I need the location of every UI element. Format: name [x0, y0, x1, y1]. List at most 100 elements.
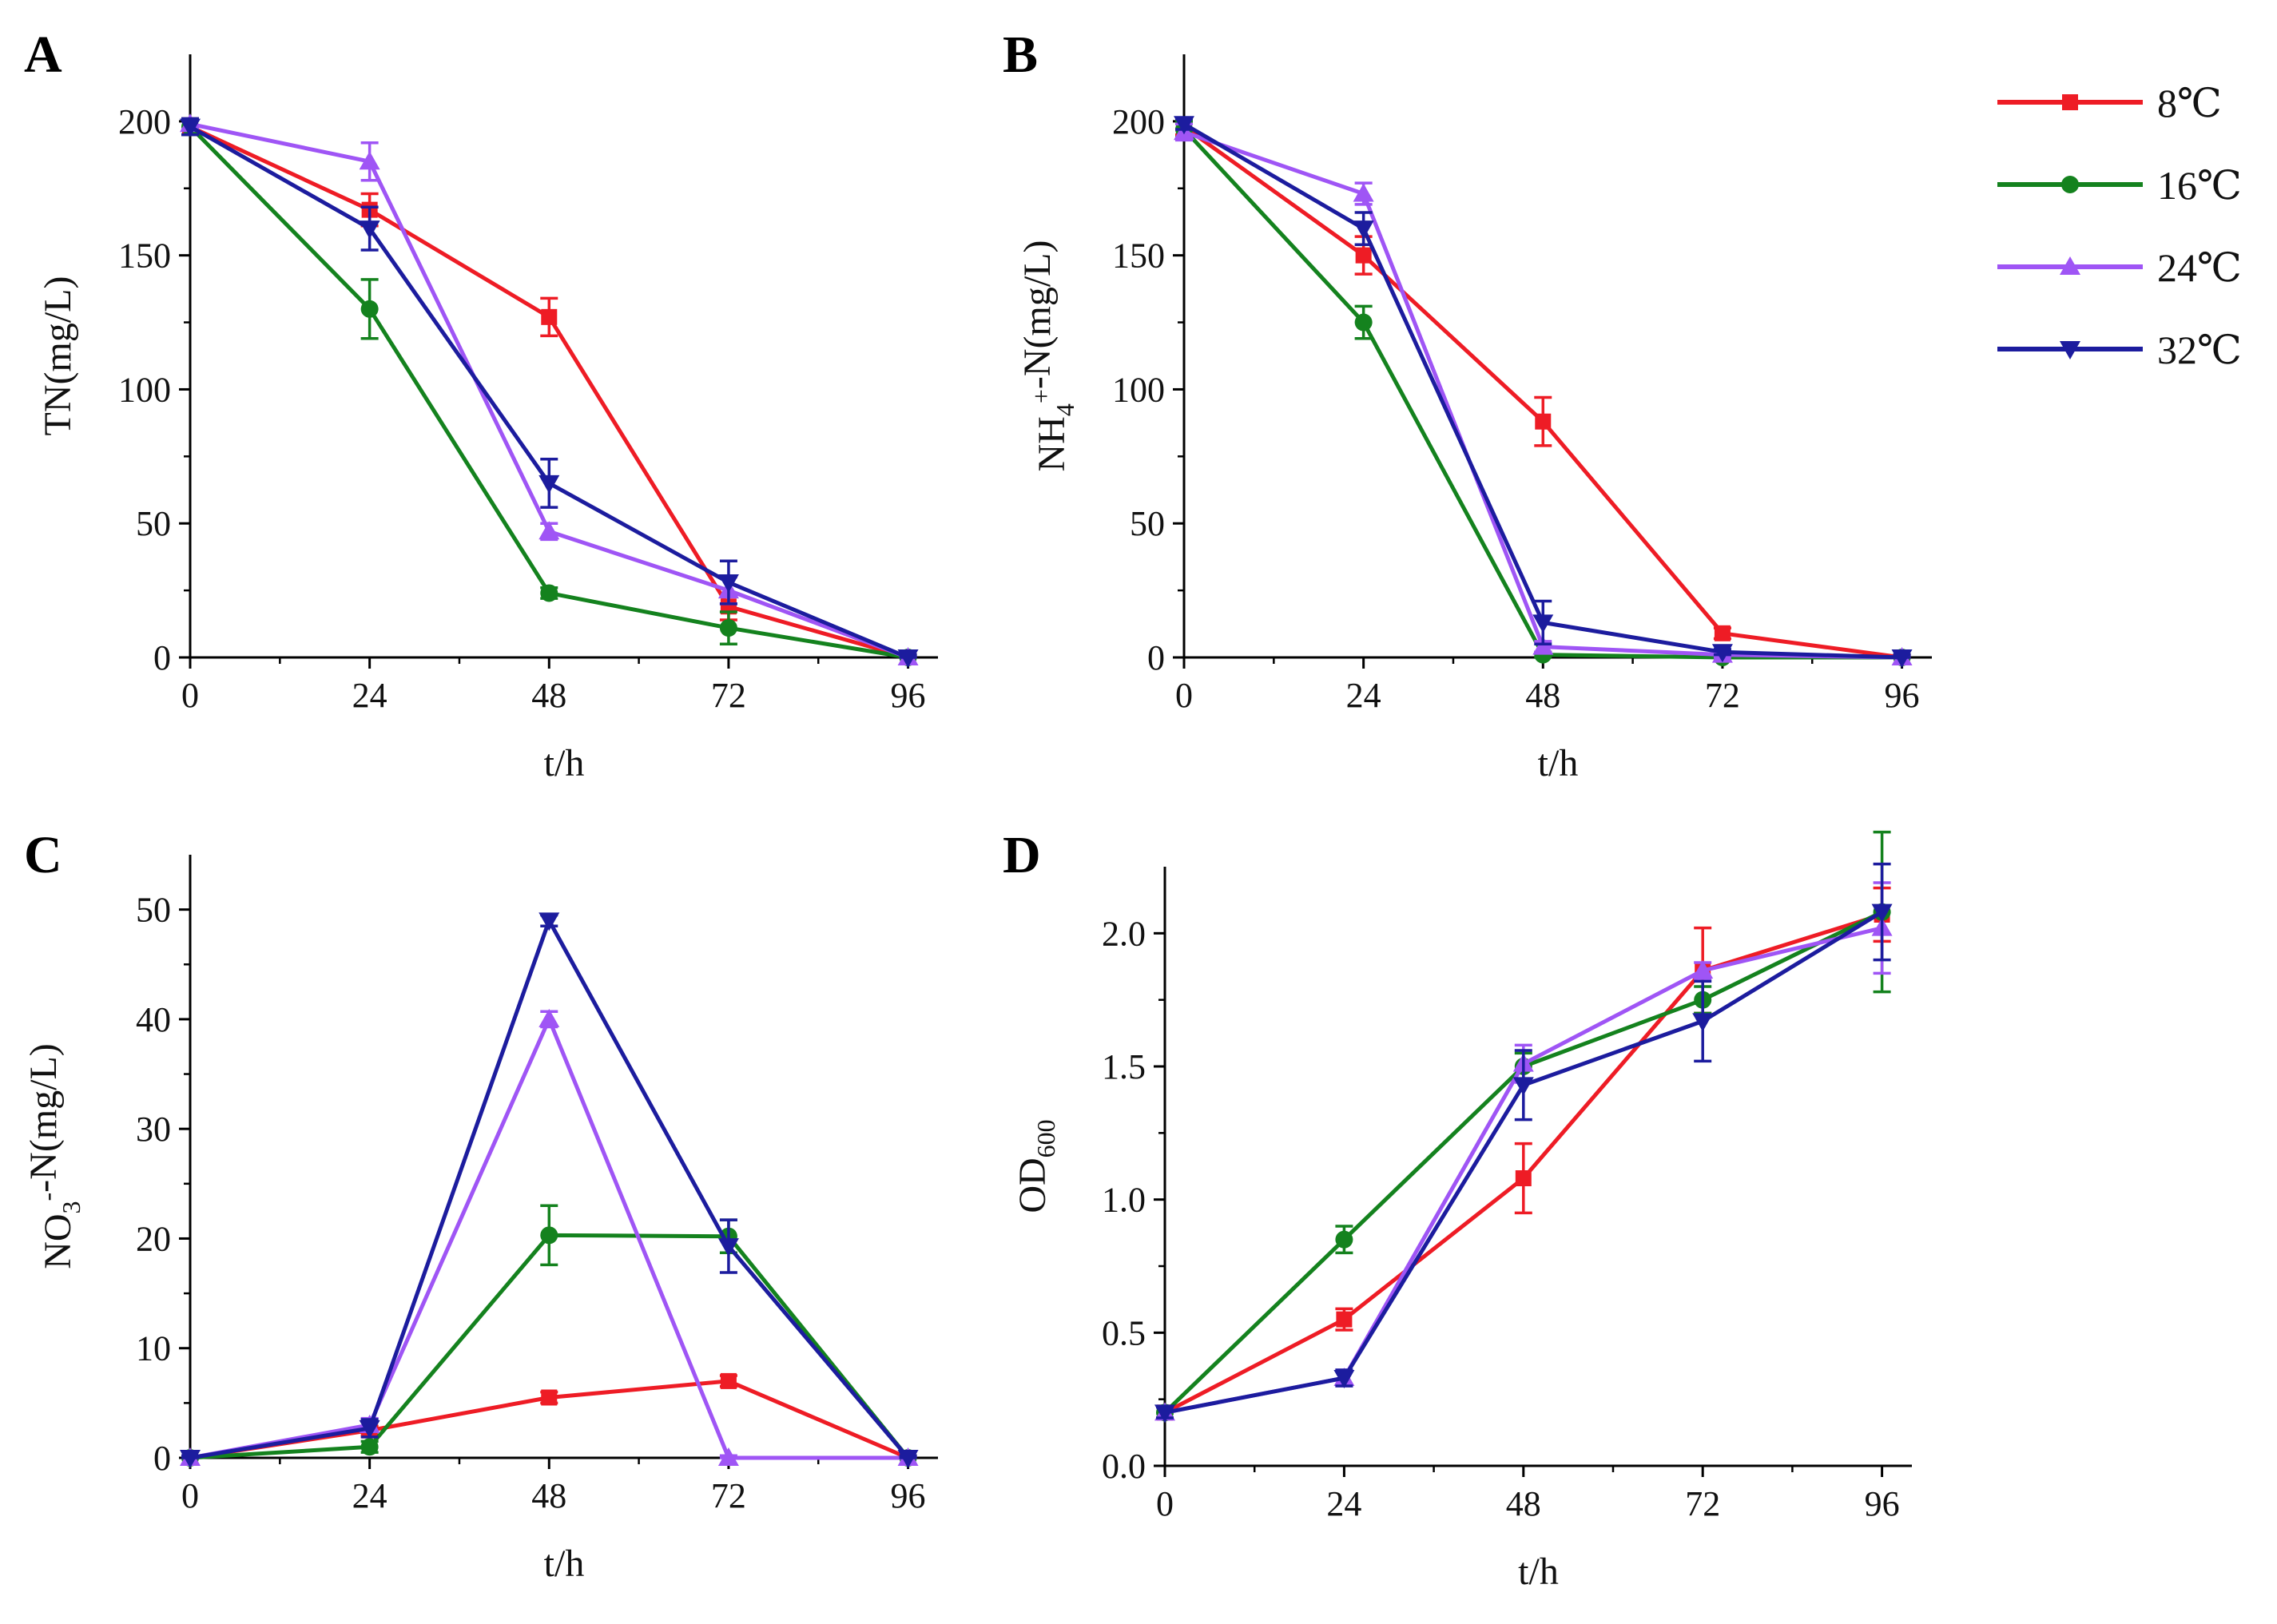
y-axis-label: OD600	[1011, 1119, 1060, 1213]
data-point	[180, 1450, 201, 1468]
x-axis-label: t/h	[544, 742, 585, 784]
y-axis-label-part: -N(mg/L)	[22, 1043, 65, 1193]
panel-letter-d: D	[1003, 826, 1041, 884]
y-tick-label: 2.0	[1102, 914, 1146, 953]
data-point	[538, 474, 560, 494]
series-8c	[181, 117, 917, 665]
legend-marker	[2060, 256, 2080, 275]
x-tick-label: 96	[891, 676, 926, 715]
y-tick-label: 0.0	[1102, 1447, 1146, 1486]
y-axis-label: TN(mg/L)	[37, 276, 79, 436]
data-point	[1333, 1370, 1355, 1388]
data-point	[541, 1389, 558, 1406]
data-point	[359, 151, 380, 170]
y-axis-label-part: NH	[1031, 416, 1073, 471]
x-tick-label: 24	[1346, 676, 1381, 715]
panel-letter-b: B	[1003, 26, 1038, 84]
data-point	[1532, 614, 1554, 633]
legend-item: 32℃	[1997, 328, 2242, 372]
panel-letter-c: C	[24, 826, 62, 884]
y-axis-label-part: TN(mg/L)	[37, 276, 79, 436]
data-point	[1355, 247, 1372, 264]
data-point	[538, 912, 560, 931]
series-32c	[180, 117, 919, 668]
series-24c	[180, 113, 919, 665]
y-axis-label: NO3--N(mg/L)	[22, 1043, 85, 1269]
series-24c	[1174, 121, 1913, 665]
legend-marker	[2062, 94, 2078, 110]
data-point	[1711, 644, 1733, 663]
data-point	[1353, 220, 1374, 240]
data-point	[1891, 649, 1913, 668]
x-tick-label: 0	[1156, 1484, 1174, 1523]
data-point	[180, 118, 201, 137]
panel-letter-a: A	[24, 26, 62, 84]
data-point	[717, 1238, 739, 1257]
y-axis-label-part: 3	[57, 1201, 85, 1213]
series-line	[1182, 128, 1902, 660]
legend: 8℃ 16℃ 24℃ 32℃	[1997, 81, 2242, 372]
x-tick-label: 48	[1525, 676, 1560, 715]
chart-panel-c: 0 24 48 72 96 0 10 20 30 40 50 t/h NO3--N(mg/L)	[22, 855, 938, 1585]
series-32c	[180, 912, 919, 1468]
x-axis-label: t/h	[544, 1543, 585, 1585]
y-axis-label-part: OD	[1011, 1157, 1054, 1213]
chart-panel-a: 0 24 48 72 96 0 50 100 150 200 t/h TN(mg/L)	[37, 54, 938, 784]
x-tick-label: 24	[352, 676, 387, 715]
x-axis-label: t/h	[1538, 742, 1579, 784]
x-tick-label: 24	[1326, 1484, 1361, 1523]
y-tick-label: 1.5	[1102, 1047, 1146, 1086]
chart-panel-d: 0 24 48 72 96 0.0 0.5 1.0 1.5 2.0 t/h OD600	[1011, 830, 1912, 1593]
data-point	[719, 619, 737, 637]
series-line	[189, 1233, 910, 1460]
data-point	[1512, 1077, 1534, 1096]
series-line	[1183, 129, 1902, 660]
series-line	[189, 125, 909, 660]
series-8c	[1156, 886, 1891, 1421]
y-tick-label: 200	[118, 102, 171, 141]
data-point	[360, 300, 379, 318]
data-point	[540, 584, 558, 602]
data-point	[717, 574, 739, 594]
series-16c	[1156, 830, 1891, 1422]
y-axis-label-part: 600	[1031, 1119, 1060, 1157]
legend-label: 32℃	[2157, 328, 2242, 372]
y-axis-label-part: 4	[1051, 403, 1079, 416]
data-point	[1336, 1311, 1353, 1328]
data-point	[359, 1420, 380, 1439]
y-axis-label-part: -N(mg/L)	[1016, 240, 1059, 390]
y-tick-label: 30	[136, 1110, 171, 1149]
series-line	[1182, 125, 1902, 660]
data-point	[717, 1447, 739, 1466]
data-point	[1532, 636, 1554, 655]
y-axis-label-part: +	[1027, 389, 1055, 403]
x-tick-label: 0	[1175, 676, 1193, 715]
y-tick-label: 100	[1112, 370, 1165, 409]
x-tick-label: 72	[711, 1476, 746, 1515]
legend-label: 24℃	[2157, 245, 2242, 290]
series-line	[189, 918, 910, 1460]
y-tick-label: 50	[136, 504, 171, 543]
data-point	[538, 521, 560, 540]
series-16c	[1175, 120, 1911, 666]
y-tick-label: 10	[136, 1329, 171, 1368]
series-8c	[1175, 117, 1911, 665]
data-point	[538, 1008, 560, 1027]
x-tick-label: 96	[891, 1476, 926, 1515]
x-tick-label: 48	[1506, 1484, 1541, 1523]
y-tick-label: 40	[136, 1000, 171, 1039]
x-axis-label: t/h	[1518, 1551, 1559, 1593]
x-tick-label: 72	[1705, 676, 1740, 715]
chart-panel-b: 0 24 48 72 96 0 50 100 150 200 t/h NH4+-N(mg/L)	[1016, 54, 1932, 784]
x-tick-label: 0	[181, 676, 199, 715]
data-point	[1535, 413, 1552, 430]
y-tick-label: 1.0	[1102, 1181, 1146, 1220]
data-point	[1354, 313, 1373, 332]
data-point	[1174, 116, 1194, 135]
data-point	[1871, 903, 1893, 923]
x-tick-label: 48	[531, 1476, 566, 1515]
data-point	[541, 308, 558, 325]
legend-marker	[2061, 176, 2079, 193]
y-tick-label: 0	[1147, 638, 1165, 677]
